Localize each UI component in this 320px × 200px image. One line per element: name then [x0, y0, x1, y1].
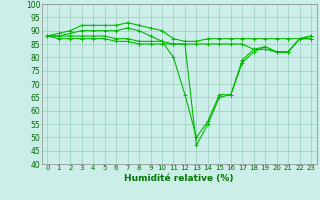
X-axis label: Humidité relative (%): Humidité relative (%) — [124, 174, 234, 183]
